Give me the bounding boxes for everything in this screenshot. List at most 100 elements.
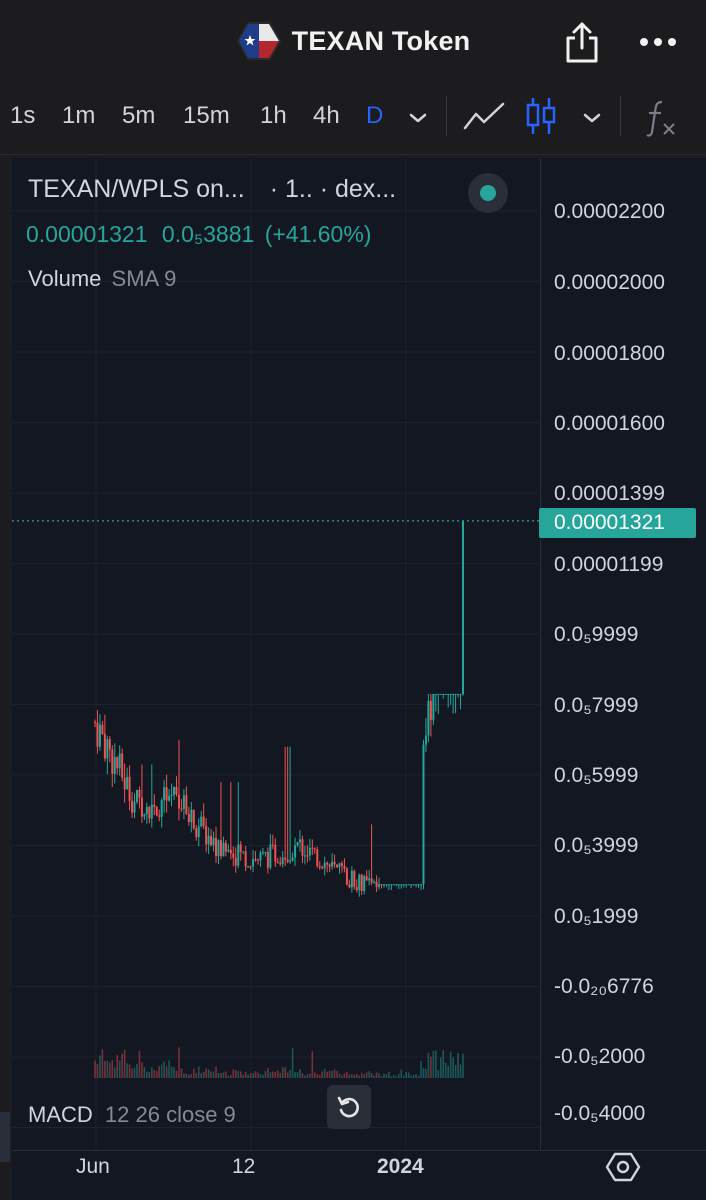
macd-legend[interactable]: MACD 12 26 close 9: [28, 1102, 236, 1128]
price-axis-label: -0.0₅4000: [554, 1102, 646, 1125]
candlestick-icon[interactable]: [524, 96, 558, 136]
line-chart-icon[interactable]: [462, 100, 506, 134]
candle-body: [271, 844, 274, 846]
candle-body: [135, 790, 138, 802]
chevron-down-icon[interactable]: [580, 110, 604, 126]
volume-bar: [148, 1072, 151, 1078]
volume-bar: [131, 1068, 133, 1078]
share-icon[interactable]: [562, 20, 602, 64]
volume-bar: [427, 1052, 430, 1078]
panel-handle[interactable]: [0, 1112, 10, 1162]
volume-bar: [363, 1073, 366, 1078]
candle-body: [417, 884, 420, 886]
candle-body: [296, 841, 299, 846]
candle-body: [242, 851, 245, 853]
more-icon[interactable]: [636, 30, 680, 54]
candle-body: [294, 845, 297, 858]
volume-bar: [353, 1074, 356, 1078]
candle-body: [108, 739, 111, 750]
page-title: TEXAN Token: [291, 25, 471, 56]
volume-bar: [205, 1068, 207, 1078]
volume-bar: [299, 1069, 301, 1078]
candle-body: [402, 884, 405, 886]
candle-body: [279, 862, 282, 865]
candle-body: [207, 835, 210, 845]
candle-body: [313, 848, 316, 850]
timeframe-1m[interactable]: 1m: [62, 102, 96, 129]
candle-body: [261, 852, 264, 854]
chevron-down-icon[interactable]: [406, 110, 430, 126]
timeframe-1s[interactable]: 1s: [10, 102, 36, 129]
volume-bar: [237, 1071, 240, 1078]
candle-body: [195, 828, 198, 838]
volume-bar: [296, 1072, 299, 1078]
volume-bar: [370, 1073, 373, 1078]
candle-body: [387, 884, 390, 886]
macd-params: 12 26 close 9: [104, 1102, 236, 1127]
volume-bar: [109, 1062, 111, 1078]
volume-bar: [412, 1075, 415, 1078]
volume-bar: [153, 1069, 156, 1078]
settings-icon[interactable]: [604, 1148, 642, 1186]
candle-body: [103, 734, 106, 759]
timeframe-5m[interactable]: 5m: [122, 102, 156, 129]
volume-bar: [373, 1075, 375, 1078]
volume-bar: [393, 1075, 395, 1078]
volume-bar: [247, 1074, 249, 1078]
symbol-legend[interactable]: TEXAN/WPLS on... · 1.. · dex...: [28, 175, 396, 204]
volume-bar: [365, 1072, 368, 1078]
volume-legend[interactable]: Volume SMA 9: [28, 266, 176, 292]
candle-body: [353, 870, 356, 887]
candle-body: [331, 861, 334, 867]
volume-bar: [375, 1072, 378, 1078]
volume-bar: [222, 1072, 225, 1078]
volume-bar: [264, 1071, 267, 1078]
timeframe-4h[interactable]: 4h: [313, 102, 340, 129]
candle-body: [123, 777, 126, 790]
volume-bar: [343, 1073, 346, 1078]
candle-body: [439, 693, 442, 695]
volume-bar: [163, 1061, 165, 1078]
volume-bar: [326, 1071, 328, 1078]
candle-body: [382, 884, 385, 886]
price-chart[interactable]: [12, 158, 706, 1200]
timeframe-d[interactable]: D: [366, 102, 384, 129]
timeframe-1h[interactable]: 1h: [260, 102, 287, 129]
candle-body: [259, 852, 262, 861]
candle-body: [175, 787, 178, 795]
candle-body: [407, 884, 410, 886]
volume-bar: [304, 1075, 306, 1078]
candle-body: [205, 825, 208, 845]
price-axis-label: 0.00001800: [554, 342, 665, 365]
candle-body: [252, 859, 255, 867]
volume-bar: [138, 1050, 141, 1078]
volume-bar: [262, 1074, 264, 1078]
candle-body: [126, 776, 129, 790]
volume-bar: [301, 1073, 304, 1078]
volume-bar: [291, 1048, 294, 1078]
volume-bar: [232, 1069, 235, 1078]
candle-body: [106, 739, 109, 759]
timeframe-15m[interactable]: 15m: [183, 102, 230, 129]
volume-bar: [311, 1051, 314, 1078]
volume-bar: [420, 1061, 422, 1078]
volume-bar: [175, 1070, 178, 1078]
candle-body: [345, 868, 348, 885]
price-axis[interactable]: [540, 158, 706, 1150]
candle-body: [239, 844, 242, 852]
fx-icon[interactable]: [644, 98, 678, 138]
volume-bar: [452, 1057, 454, 1078]
candle-body: [269, 844, 272, 868]
volume-bar: [331, 1070, 333, 1078]
volume-label: Volume: [28, 266, 102, 291]
volume-bar: [442, 1050, 445, 1078]
volume-bar: [234, 1070, 237, 1078]
candle-body: [392, 884, 395, 886]
volume-bar: [454, 1064, 457, 1078]
candle-body: [281, 857, 284, 865]
reset-chart-button[interactable]: [327, 1085, 371, 1129]
candle-body: [165, 787, 168, 801]
market-status-badge[interactable]: [468, 173, 508, 213]
volume-bar: [417, 1075, 420, 1078]
candle-body: [249, 866, 252, 868]
